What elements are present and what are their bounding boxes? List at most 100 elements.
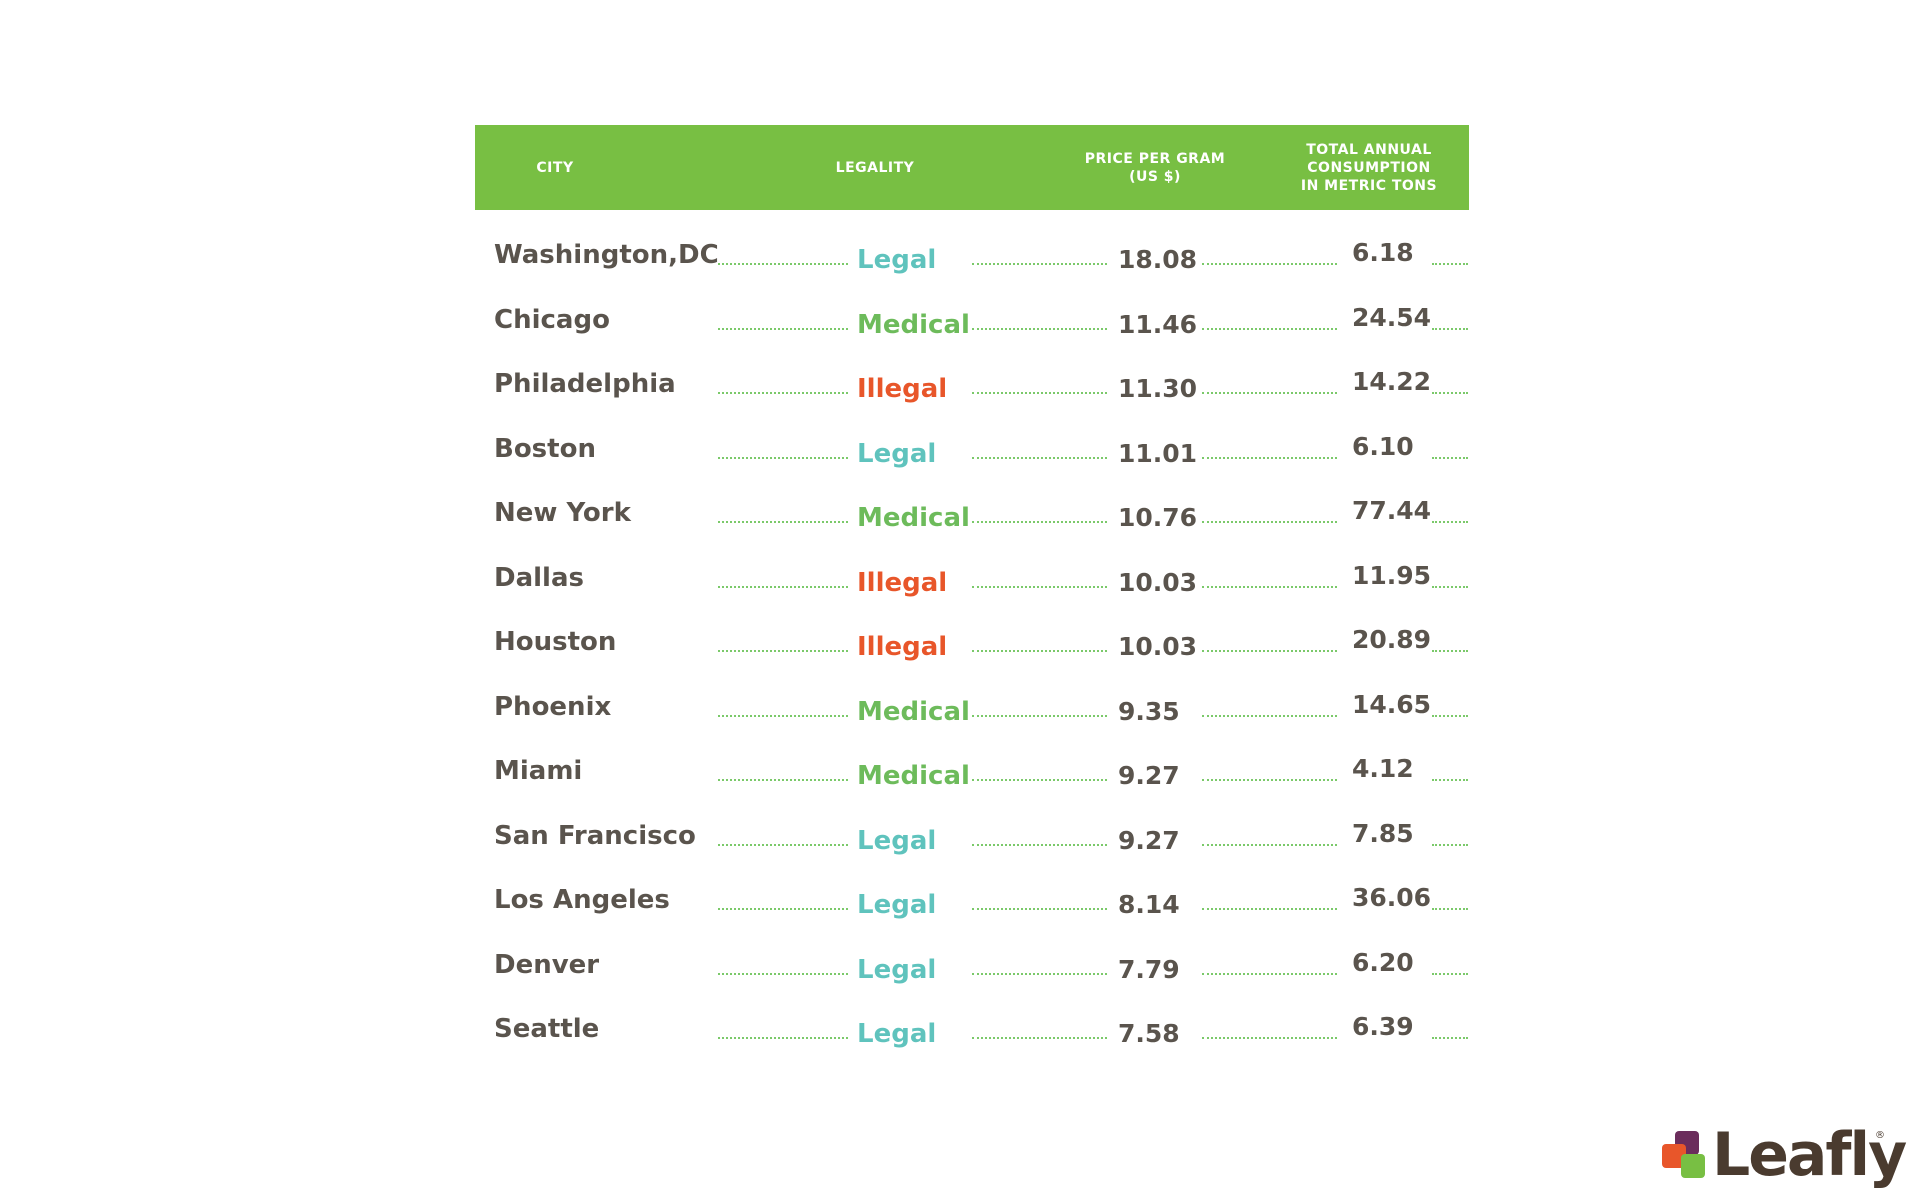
consumption-cell: 6.10 — [1352, 431, 1414, 461]
header-price: PRICE PER GRAM (US $) — [1045, 125, 1265, 210]
dotted-leader — [1202, 521, 1337, 523]
dotted-leader — [718, 972, 848, 975]
dotted-leader — [718, 456, 848, 459]
dotted-leader — [1202, 908, 1337, 910]
header-consumption: TOTAL ANNUAL CONSUMPTION IN METRIC TONS — [1259, 125, 1479, 210]
dotted-leader — [972, 1037, 1107, 1039]
consumption-cell: 14.22 — [1352, 367, 1432, 396]
dotted-leader — [1432, 392, 1468, 394]
consumption-cell: 6.18 — [1352, 238, 1414, 267]
dotted-leader — [1432, 972, 1468, 975]
price-cell: 11.01 — [1118, 438, 1198, 468]
dotted-leader — [1202, 327, 1337, 330]
table-row: Miami Medical 9.27 4.12 — [475, 754, 1469, 820]
dotted-leader — [1432, 714, 1468, 717]
price-cell: 10.76 — [1118, 503, 1198, 532]
dotted-leader — [1202, 263, 1337, 265]
legality-cell: Legal — [857, 890, 937, 920]
dotted-leader — [972, 714, 1107, 717]
dotted-leader — [972, 779, 1107, 781]
price-table: CITY LEGALITY PRICE PER GRAM (US $) TOTA… — [475, 125, 1469, 1049]
city-cell: Dallas — [494, 562, 584, 593]
logo-registered-mark: ® — [1875, 1130, 1885, 1141]
consumption-cell: 24.54 — [1352, 302, 1432, 332]
city-cell: New York — [494, 498, 631, 528]
legality-cell: Medical — [857, 503, 970, 533]
dotted-leader — [1432, 650, 1468, 652]
header-consumption-line-1: TOTAL ANNUAL — [1306, 141, 1432, 158]
dotted-leader — [1432, 327, 1468, 330]
table-row: Los Angeles Legal 8.14 36.06 — [475, 883, 1469, 949]
dotted-leader — [972, 327, 1107, 330]
table-row: Dallas Illegal 10.03 11.95 — [475, 560, 1469, 627]
city-cell: Washington,DC — [494, 240, 719, 270]
dotted-leader — [1202, 779, 1337, 781]
logo-square-green — [1681, 1154, 1705, 1178]
dotted-leader — [1432, 908, 1468, 910]
header-consumption-line-2: CONSUMPTION — [1307, 159, 1431, 176]
consumption-cell: 77.44 — [1352, 496, 1432, 525]
dotted-leader — [1432, 779, 1468, 781]
table-header: CITY LEGALITY PRICE PER GRAM (US $) TOTA… — [475, 125, 1469, 210]
legality-cell: Legal — [857, 245, 937, 275]
dotted-leader — [1202, 585, 1337, 588]
logo-wordmark: Leafly — [1712, 1120, 1907, 1190]
leafly-logo: Leafly ® — [1662, 1120, 1907, 1196]
dotted-leader — [1202, 714, 1337, 717]
table-row: Washington,DC Legal 18.08 6.18 — [475, 238, 1469, 304]
consumption-cell: 4.12 — [1352, 754, 1414, 783]
dotted-leader — [1432, 456, 1468, 459]
dotted-leader — [718, 585, 848, 588]
table-row: Boston Legal 11.01 6.10 — [475, 431, 1469, 498]
dotted-leader — [972, 650, 1107, 652]
table-row: San Francisco Legal 9.27 7.85 — [475, 818, 1469, 885]
dotted-leader — [1432, 521, 1468, 523]
legality-cell: Illegal — [857, 632, 948, 662]
dotted-leader — [972, 521, 1107, 523]
header-legality: LEGALITY — [795, 125, 955, 210]
city-cell: Chicago — [494, 304, 610, 335]
table-row: Houston Illegal 10.03 20.89 — [475, 625, 1469, 691]
dotted-leader — [1432, 843, 1468, 846]
dotted-leader — [1202, 972, 1337, 975]
consumption-cell: 6.20 — [1352, 947, 1414, 977]
dotted-leader — [1202, 456, 1337, 459]
dotted-leader — [1202, 650, 1337, 652]
dotted-leader — [972, 972, 1107, 975]
dotted-leader — [972, 263, 1107, 265]
price-cell: 9.35 — [1118, 696, 1180, 726]
price-cell: 9.27 — [1118, 825, 1180, 855]
legality-cell: Legal — [857, 438, 937, 469]
price-cell: 7.58 — [1118, 1019, 1180, 1048]
dotted-leader — [718, 1037, 848, 1039]
city-cell: Miami — [494, 756, 583, 786]
header-consumption-line-3: IN METRIC TONS — [1300, 177, 1438, 194]
dotted-leader — [1202, 843, 1337, 846]
dotted-leader — [972, 585, 1107, 588]
dotted-leader — [718, 521, 848, 523]
legality-cell: Illegal — [857, 567, 948, 598]
dotted-leader — [718, 843, 848, 846]
dotted-leader — [1432, 1037, 1468, 1039]
header-price-line-1: PRICE PER GRAM — [1084, 150, 1226, 167]
legality-cell: Illegal — [857, 374, 948, 404]
dotted-leader — [972, 456, 1107, 459]
dotted-leader — [718, 392, 848, 394]
price-cell: 10.03 — [1118, 567, 1198, 597]
consumption-cell: 7.85 — [1352, 818, 1414, 848]
price-cell: 18.08 — [1118, 245, 1198, 274]
consumption-cell: 20.89 — [1352, 625, 1432, 654]
price-cell: 9.27 — [1118, 761, 1180, 790]
city-cell: San Francisco — [494, 820, 696, 851]
consumption-cell: 14.65 — [1352, 689, 1432, 719]
dotted-leader — [972, 392, 1107, 394]
consumption-cell: 36.06 — [1352, 883, 1432, 912]
legality-cell: Legal — [857, 954, 937, 985]
header-legality-label: LEGALITY — [835, 159, 915, 176]
price-cell: 7.79 — [1118, 954, 1180, 984]
dotted-leader — [718, 263, 848, 265]
price-cell: 11.30 — [1118, 374, 1198, 403]
city-cell: Los Angeles — [494, 885, 670, 915]
consumption-cell: 11.95 — [1352, 560, 1432, 590]
table-row: Seattle Legal 7.58 6.39 — [475, 1012, 1469, 1078]
